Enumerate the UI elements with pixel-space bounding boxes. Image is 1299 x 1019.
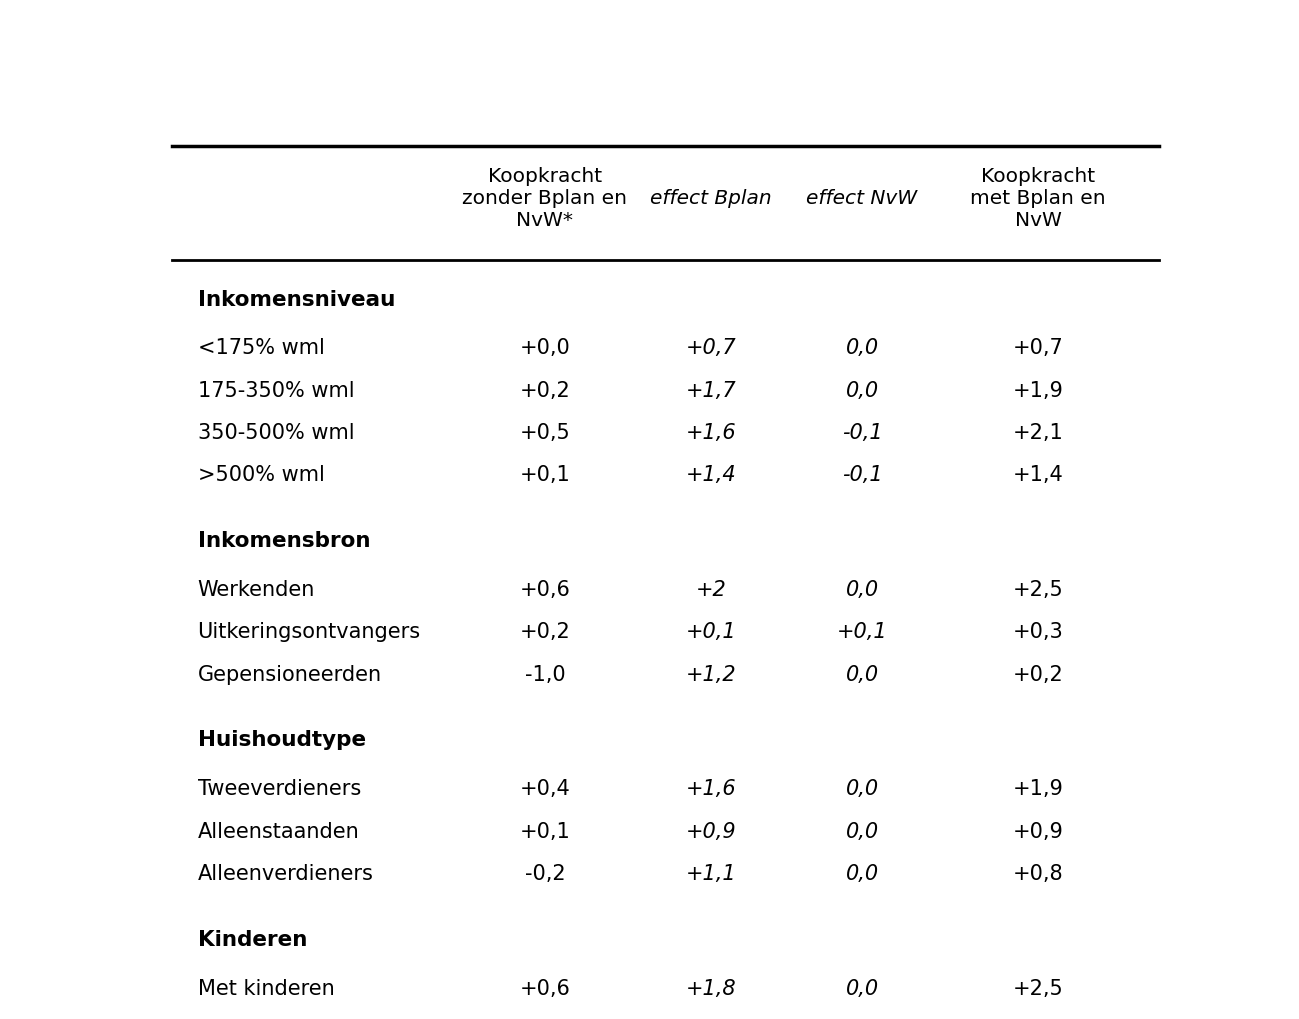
Text: +2: +2	[696, 580, 726, 600]
Text: +0,9: +0,9	[686, 821, 737, 842]
Text: -1,0: -1,0	[525, 664, 565, 685]
Text: -0,1: -0,1	[842, 423, 882, 443]
Text: <175% wml: <175% wml	[197, 338, 325, 359]
Text: +1,2: +1,2	[686, 664, 737, 685]
Text: +0,6: +0,6	[520, 978, 570, 999]
Text: Alleenverdieners: Alleenverdieners	[197, 864, 374, 883]
Text: +0,8: +0,8	[1013, 864, 1064, 883]
Text: Tweeverdieners: Tweeverdieners	[197, 780, 361, 799]
Text: effect NvW: effect NvW	[807, 190, 917, 208]
Text: +1,9: +1,9	[1013, 780, 1064, 799]
Text: +0,3: +0,3	[1013, 623, 1064, 642]
Text: +0,2: +0,2	[1013, 664, 1064, 685]
Text: Gepensioneerden: Gepensioneerden	[197, 664, 382, 685]
Text: +1,4: +1,4	[686, 466, 737, 485]
Text: Inkomensniveau: Inkomensniveau	[197, 289, 395, 310]
Text: 0,0: 0,0	[846, 580, 878, 600]
Text: +0,1: +0,1	[837, 623, 887, 642]
Text: +1,7: +1,7	[686, 381, 737, 400]
Text: 0,0: 0,0	[846, 780, 878, 799]
Text: Werkenden: Werkenden	[197, 580, 314, 600]
Text: +0,1: +0,1	[686, 623, 737, 642]
Text: +1,6: +1,6	[686, 780, 737, 799]
Text: 0,0: 0,0	[846, 664, 878, 685]
Text: +0,2: +0,2	[520, 381, 570, 400]
Text: +0,4: +0,4	[520, 780, 570, 799]
Text: +1,8: +1,8	[686, 978, 737, 999]
Text: Uitkeringsontvangers: Uitkeringsontvangers	[197, 623, 421, 642]
Text: +0,5: +0,5	[520, 423, 570, 443]
Text: Inkomensbron: Inkomensbron	[197, 531, 370, 551]
Text: -0,2: -0,2	[525, 864, 565, 883]
Text: -0,1: -0,1	[842, 466, 882, 485]
Text: +0,7: +0,7	[686, 338, 737, 359]
Text: 0,0: 0,0	[846, 381, 878, 400]
Text: 0,0: 0,0	[846, 864, 878, 883]
Text: +1,1: +1,1	[686, 864, 737, 883]
Text: 0,0: 0,0	[846, 338, 878, 359]
Text: Koopkracht
zonder Bplan en
NvW*: Koopkracht zonder Bplan en NvW*	[462, 167, 627, 230]
Text: +0,1: +0,1	[520, 466, 570, 485]
Text: Kinderen: Kinderen	[197, 929, 307, 950]
Text: +1,6: +1,6	[686, 423, 737, 443]
Text: +0,1: +0,1	[520, 821, 570, 842]
Text: effect Bplan: effect Bplan	[651, 190, 772, 208]
Text: +2,5: +2,5	[1013, 978, 1064, 999]
Text: +0,6: +0,6	[520, 580, 570, 600]
Text: 0,0: 0,0	[846, 978, 878, 999]
Text: +0,0: +0,0	[520, 338, 570, 359]
Text: >500% wml: >500% wml	[197, 466, 325, 485]
Text: +1,4: +1,4	[1013, 466, 1064, 485]
Text: Met kinderen: Met kinderen	[197, 978, 334, 999]
Text: +0,2: +0,2	[520, 623, 570, 642]
Text: +2,1: +2,1	[1013, 423, 1064, 443]
Text: 0,0: 0,0	[846, 821, 878, 842]
Text: +0,9: +0,9	[1013, 821, 1064, 842]
Text: +2,5: +2,5	[1013, 580, 1064, 600]
Text: +0,7: +0,7	[1013, 338, 1064, 359]
Text: 175-350% wml: 175-350% wml	[197, 381, 355, 400]
Text: Huishoudtype: Huishoudtype	[197, 731, 366, 750]
Text: +1,9: +1,9	[1013, 381, 1064, 400]
Text: Koopkracht
met Bplan en
NvW: Koopkracht met Bplan en NvW	[970, 167, 1105, 230]
Text: 350-500% wml: 350-500% wml	[197, 423, 355, 443]
Text: Alleenstaanden: Alleenstaanden	[197, 821, 360, 842]
